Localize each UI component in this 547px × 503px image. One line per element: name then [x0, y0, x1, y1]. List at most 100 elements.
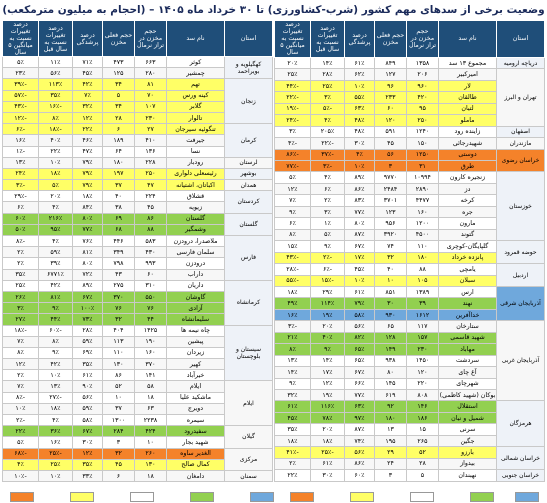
dam-row: لتیان ۹۵ ۶۰ ۶۳٪ -۵٪ -۱۹٪: [274, 102, 545, 116]
fill-percent: ۸۴٪: [72, 201, 103, 214]
capacity: ۳۹: [406, 297, 439, 310]
change-year: -۲۲٪: [310, 137, 345, 150]
dam-name: شهیدرجائی: [438, 137, 497, 150]
capacity: ۳۱۰: [134, 279, 167, 292]
dam-name: داراب: [166, 268, 225, 281]
fill-percent: ۵۹٪: [72, 335, 103, 348]
dam-name: دویرج: [166, 402, 225, 416]
change-average: ۱۲٪: [274, 182, 311, 196]
change-year: ۴٪: [310, 171, 345, 184]
change-average: ۲۶٪: [2, 290, 39, 304]
change-average: -۴۳٪: [274, 251, 311, 265]
change-year: ۴٪: [38, 413, 73, 427]
change-average: ۱۰٪: [2, 402, 39, 416]
dam-name: ماشکید علیا: [166, 391, 225, 404]
current-volume: ۱۳: [374, 423, 407, 436]
current-volume: ۳۲: [102, 313, 135, 326]
dam-row: خوزستان زنجیره کارون ۱۰۹۹۴ ۹۷۷۰ ۸۹٪ ۴٪ ۵٪: [274, 171, 545, 242]
dam-name: بیدواز: [438, 457, 497, 471]
current-volume: ۳۷۰۱: [374, 194, 407, 207]
capacity: ۱۹۰: [134, 335, 167, 348]
current-volume: ۴۰۴: [102, 324, 135, 337]
fill-percent: ۵۸٪: [72, 413, 103, 427]
current-volume: ۱۹۷: [102, 167, 135, 181]
dam-name: دامغان: [166, 469, 225, 483]
change-year: ۸۱٪: [38, 290, 73, 304]
dam-row: مازندران شهیدرجائی ۱۵۰ ۴۵ ۳۰٪ -۲۲٪ -۴٪: [274, 137, 545, 150]
dam-name: نسا: [166, 145, 225, 158]
current-volume: ۴۰: [374, 263, 407, 276]
dam-row: خراسان رضوی دوستی ۱۲۵۰ ۵۶ ۴٪ -۳۷٪ -۸۶٪: [274, 148, 545, 173]
dam-name: آزادی: [166, 302, 225, 315]
dam-name: خیرآباد: [166, 369, 225, 382]
capacity: ۹۶۰: [406, 79, 439, 93]
dam-row: همدان اکباتان، اشتیانه ۴۷ ۳۷ ۷۹٪ ۵٪ -۳٪: [2, 179, 273, 192]
change-average: -۸٪: [2, 234, 39, 248]
dam-name: تنگوئیه سیرجان: [166, 123, 225, 136]
header-cell: حجم مخزن در تراز نرمال: [134, 20, 167, 57]
current-volume: ۱۲۵: [102, 67, 135, 80]
change-year: ۲۹٪: [310, 285, 345, 299]
change-average: ۷٪: [2, 335, 39, 348]
capacity: ۵۸: [134, 380, 167, 393]
current-volume: ۶۸: [102, 223, 135, 237]
capacity: ۴۲۴: [134, 425, 167, 438]
fill-percent: ۵۶٪: [344, 446, 375, 459]
dam-row: فارس ملاصدرا، درودزن ۵۸۳ ۴۴۶ ۷۶٪ ۴٪ -۸٪: [2, 234, 273, 281]
capacity: ۱۰۹۹۴: [406, 171, 439, 184]
dam-name: تالوار: [166, 111, 225, 125]
capacity: ۱۱۷: [406, 320, 439, 333]
current-volume: ۱۱۰: [102, 346, 135, 360]
current-volume: ۵۶: [374, 148, 407, 161]
dam-row: جره ۱۶۰ ۱۲۳ ۷۷٪ ۳٪ ۹٪: [274, 205, 545, 219]
dam-name: پانزده خرداد: [438, 251, 497, 265]
fill-percent: ۷٪: [72, 89, 103, 102]
capacity: ۲۸۰: [134, 67, 167, 80]
change-year: ۱٪: [310, 217, 345, 230]
change-average: -۲۹٪: [2, 190, 39, 203]
current-volume: ۳۰: [374, 297, 407, 310]
capacity: ۲۵۰: [406, 114, 439, 127]
capacity: ۱۰۵: [406, 274, 439, 287]
legend-swatch: [190, 492, 214, 502]
dam-row: کردستان قشلاق ۲۲۴ ۴۰ ۱۸٪ ۲۰٪ -۲۹٪: [2, 190, 273, 214]
change-year: ۳٪: [310, 205, 345, 219]
change-year: ۸٪: [38, 111, 73, 125]
current-volume: ۶۱۹: [374, 389, 407, 402]
change-year: ۲٪: [310, 194, 345, 207]
capacity: ۱۸: [134, 391, 167, 404]
dam-name: نهند: [438, 297, 497, 310]
change-average: -۵۷٪: [2, 89, 39, 102]
fill-percent: ۷۲٪: [72, 268, 103, 281]
dam-name: جگین: [438, 434, 497, 448]
dam-name: دوستی: [438, 148, 497, 161]
current-volume: ۷۹۸: [102, 257, 135, 270]
change-average: ۷٪: [274, 194, 311, 207]
dam-name: خداآفرین: [438, 308, 497, 322]
current-volume: ۳: [102, 436, 135, 449]
fill-percent: ۴٪: [344, 148, 375, 161]
change-year: ۲۰٪: [38, 190, 73, 203]
current-volume: ۶۵: [374, 320, 407, 333]
change-year: ۳۹٪: [38, 257, 73, 270]
dam-row: تهران و البرز امیرکبیر ۲۰۶ ۱۲۷ ۶۲٪ ۲۸٪ ۲۵٪: [274, 68, 545, 127]
fill-percent: ۸۰٪: [344, 217, 375, 230]
dam-row: بیدواز ۲۸ ۲۴ ۸۶٪ ۶۱٪ ۲٪: [274, 457, 545, 471]
dam-name: وشمگیر: [166, 223, 225, 237]
capacity: ۱۲۰۰: [406, 217, 439, 230]
fill-percent: ۶۰٪: [344, 469, 375, 483]
fill-percent: ۹۰٪: [72, 380, 103, 393]
change-average: -۴۴٪: [274, 79, 311, 93]
current-volume: ۸۰: [374, 366, 407, 379]
dam-name: اکباتان، اشتیانه: [166, 179, 225, 192]
current-volume: ۱۱۳: [102, 335, 135, 348]
change-average: ۲۵٪: [2, 279, 39, 292]
change-average: -۳۹٪: [2, 78, 39, 91]
capacity: ۱۶۰: [134, 346, 167, 360]
dam-name: سردشت: [438, 354, 497, 368]
fill-percent: ۸۱٪: [72, 246, 103, 259]
dam-row: خراسان شمالی بارزو ۵۲ ۲۹ ۵۶٪ -۲۵٪ -۴۱٪: [274, 446, 545, 471]
change-average: -۱۸٪: [2, 324, 39, 337]
change-year: ۴٪: [38, 234, 73, 248]
